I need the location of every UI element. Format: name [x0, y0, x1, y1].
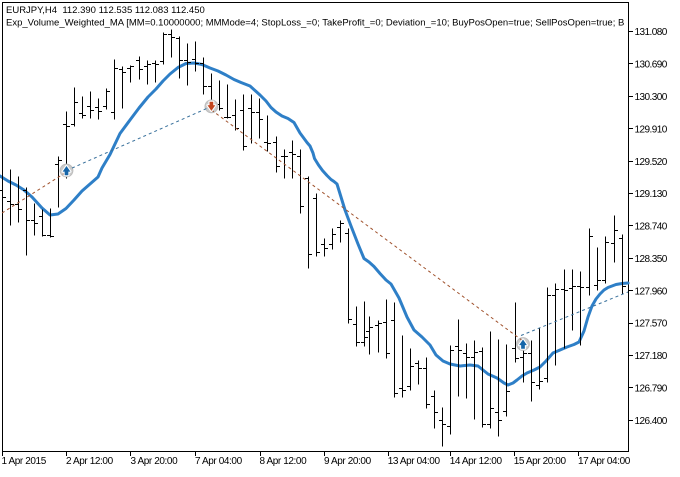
svg-text:7 Apr 04:00: 7 Apr 04:00 [195, 456, 243, 467]
svg-text:13 Apr 04:00: 13 Apr 04:00 [388, 456, 441, 467]
svg-text:128.350: 128.350 [635, 254, 668, 265]
svg-text:126.400: 126.400 [635, 416, 668, 427]
svg-text:129.520: 129.520 [635, 157, 668, 168]
svg-text:Exp_Volume_Weighted_MA [MM=0.1: Exp_Volume_Weighted_MA [MM=0.10000000; M… [6, 18, 624, 29]
svg-text:1 Apr 2015: 1 Apr 2015 [2, 456, 47, 467]
svg-text:130.690: 130.690 [635, 60, 668, 71]
svg-text:14 Apr 12:00: 14 Apr 12:00 [450, 456, 503, 467]
svg-text:128.740: 128.740 [635, 222, 668, 233]
svg-text:129.130: 129.130 [635, 189, 668, 200]
svg-text:126.790: 126.790 [635, 384, 668, 395]
svg-text:17 Apr 04:00: 17 Apr 04:00 [578, 456, 631, 467]
svg-text:3 Apr 20:00: 3 Apr 20:00 [131, 456, 179, 467]
svg-text:127.180: 127.180 [635, 351, 668, 362]
svg-text:131.080: 131.080 [635, 27, 668, 38]
svg-text:8 Apr 12:00: 8 Apr 12:00 [260, 456, 308, 467]
svg-text:9 Apr 20:00: 9 Apr 20:00 [324, 456, 372, 467]
svg-text:127.570: 127.570 [635, 319, 668, 330]
svg-text:130.300: 130.300 [635, 92, 668, 103]
svg-text:2 Apr 12:00: 2 Apr 12:00 [66, 456, 114, 467]
svg-text:EURJPY,H4 112.390 112.535 112: EURJPY,H4 112.390 112.535 112.083 112.45… [6, 5, 205, 16]
svg-text:127.960: 127.960 [635, 286, 668, 297]
svg-text:129.910: 129.910 [635, 124, 668, 135]
svg-text:15 Apr 20:00: 15 Apr 20:00 [514, 456, 567, 467]
